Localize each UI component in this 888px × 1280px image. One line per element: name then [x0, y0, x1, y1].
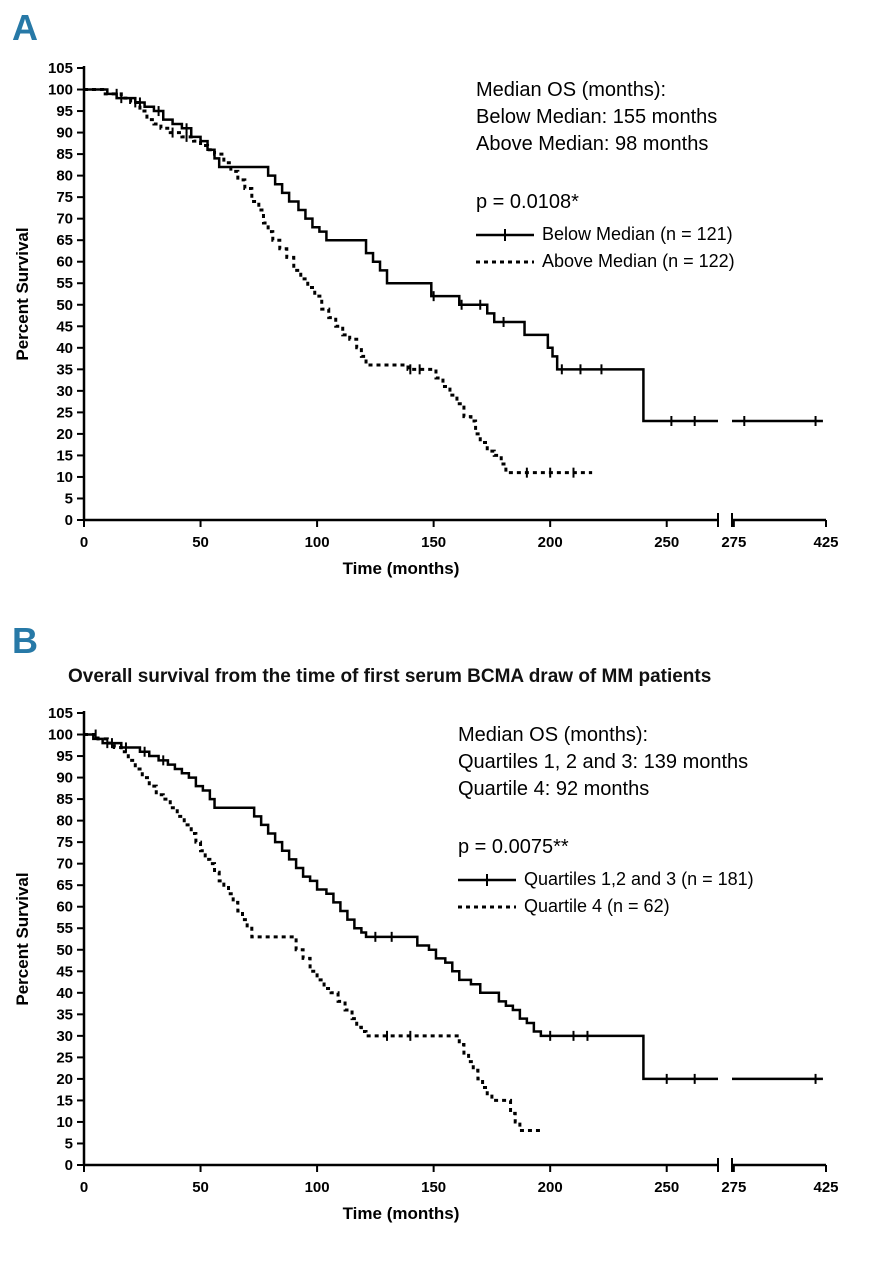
- y-tick-label: 20: [56, 426, 73, 443]
- y-tick-label: 75: [56, 189, 73, 206]
- y-tick-label: 55: [56, 920, 73, 937]
- y-tick-label: 5: [65, 1135, 73, 1152]
- y-tick-label: 0: [65, 512, 73, 529]
- y-tick-label: 10: [56, 469, 73, 486]
- x-tick-label: 275: [721, 1179, 746, 1196]
- panel-b-survival-chart: 0 5 10 15 20 25 30 35 40 45 50 55 60 65 70 75 80 85 90 95 10…: [13, 705, 839, 1223]
- x-tick-label: 425: [813, 1179, 838, 1196]
- y-tick-label: 105: [48, 60, 73, 77]
- y-tick-label: 30: [56, 383, 73, 400]
- y-tick-label: 100: [48, 727, 73, 744]
- survival-curve-dashed: [84, 733, 541, 1133]
- x-tick-label: 250: [654, 1179, 679, 1196]
- survival-curve-solid: [84, 733, 823, 1081]
- median-os-annotation-line: Median OS (months):: [476, 79, 666, 101]
- legend-entry-label: Quartile 4 (n = 62): [524, 896, 670, 916]
- panel-a-label: A: [12, 7, 38, 48]
- p-value-label: p = 0.0075**: [458, 836, 569, 858]
- legend-entry-label: Below Median (n = 121): [542, 224, 733, 244]
- y-tick-label: 5: [65, 490, 73, 507]
- y-tick-label: 85: [56, 791, 73, 808]
- panel-a: A 0 5 10 15 20 25 30 35 40 45 50 55 60 65 70 75 80 85 90 95…: [6, 8, 888, 595]
- y-tick-label: 40: [56, 985, 73, 1002]
- y-tick-label: 60: [56, 254, 73, 271]
- y-tick-label: 25: [56, 1049, 73, 1066]
- x-tick-label: 150: [421, 1179, 446, 1196]
- y-tick-label: 70: [56, 211, 73, 228]
- panel-b-label: B: [12, 620, 38, 661]
- median-os-annotation-line: Quartile 4: 92 months: [458, 778, 649, 800]
- y-tick-label: 0: [65, 1157, 73, 1174]
- y-axis-title: Percent Survival: [13, 872, 32, 1005]
- y-tick-label: 65: [56, 232, 73, 249]
- legend-entry-label: Above Median (n = 122): [542, 251, 735, 271]
- y-tick-label: 45: [56, 318, 73, 335]
- y-tick-label: 60: [56, 899, 73, 916]
- y-tick-label: 100: [48, 82, 73, 99]
- y-tick-label: 35: [56, 361, 73, 378]
- p-value-label: p = 0.0108*: [476, 191, 579, 213]
- x-tick-label: 150: [421, 534, 446, 551]
- median-os-annotation-line: Quartiles 1, 2 and 3: 139 months: [458, 751, 748, 773]
- y-tick-label: 80: [56, 813, 73, 830]
- survival-curve-solid: [84, 88, 823, 423]
- x-tick-label: 50: [192, 534, 209, 551]
- y-tick-label: 45: [56, 963, 73, 980]
- panel-b-chart-title: Overall survival from the time of first …: [68, 666, 712, 687]
- y-tick-label: 50: [56, 942, 73, 959]
- y-tick-label: 25: [56, 404, 73, 421]
- y-tick-label: 40: [56, 340, 73, 357]
- y-tick-label: 80: [56, 168, 73, 185]
- x-tick-label: 200: [538, 1179, 563, 1196]
- figure-page: A 0 5 10 15 20 25 30 35 40 45 50 55 60 65 70 75 80 85 90 95…: [6, 8, 888, 1240]
- x-tick-label: 425: [813, 534, 838, 551]
- x-axis-title: Time (months): [343, 559, 460, 578]
- y-axis-title: Percent Survival: [13, 227, 32, 360]
- panel-b: B Overall survival from the time of firs…: [6, 621, 888, 1240]
- x-tick-label: 250: [654, 534, 679, 551]
- median-os-annotation-line: Above Median: 98 months: [476, 133, 708, 155]
- survival-curve-dashed: [84, 88, 593, 475]
- y-tick-label: 105: [48, 705, 73, 722]
- x-tick-label: 100: [305, 534, 330, 551]
- y-tick-label: 15: [56, 447, 73, 464]
- x-tick-label: 275: [721, 534, 746, 551]
- y-tick-label: 75: [56, 834, 73, 851]
- panel-a-survival-chart: 0 5 10 15 20 25 30 35 40 45 50 55 60 65 70 75 80 85 90 95 10…: [13, 60, 839, 578]
- y-tick-label: 15: [56, 1092, 73, 1109]
- legend-entry-label: Quartiles 1,2 and 3 (n = 181): [524, 869, 754, 889]
- x-tick-label: 200: [538, 534, 563, 551]
- x-tick-label: 0: [80, 1179, 88, 1196]
- y-tick-label: 85: [56, 146, 73, 163]
- x-tick-label: 0: [80, 534, 88, 551]
- y-tick-label: 10: [56, 1114, 73, 1131]
- y-tick-label: 30: [56, 1028, 73, 1045]
- median-os-annotation-line: Below Median: 155 months: [476, 106, 717, 128]
- y-tick-label: 35: [56, 1006, 73, 1023]
- y-tick-label: 90: [56, 125, 73, 142]
- y-tick-label: 20: [56, 1071, 73, 1088]
- x-tick-label: 50: [192, 1179, 209, 1196]
- x-tick-label: 100: [305, 1179, 330, 1196]
- y-tick-label: 55: [56, 275, 73, 292]
- y-tick-label: 90: [56, 770, 73, 787]
- y-tick-label: 70: [56, 856, 73, 873]
- y-tick-label: 95: [56, 748, 73, 765]
- y-tick-label: 50: [56, 297, 73, 314]
- y-tick-label: 65: [56, 877, 73, 894]
- y-tick-label: 95: [56, 103, 73, 120]
- median-os-annotation-line: Median OS (months):: [458, 724, 648, 746]
- x-axis-title: Time (months): [343, 1204, 460, 1223]
